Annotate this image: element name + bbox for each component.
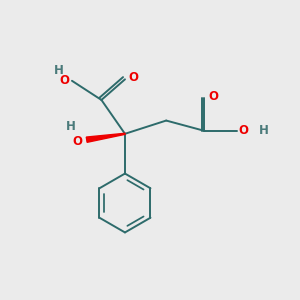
- Text: O: O: [72, 135, 82, 148]
- Polygon shape: [86, 133, 125, 142]
- Text: O: O: [208, 91, 218, 103]
- Text: H: H: [259, 124, 269, 137]
- Text: O: O: [128, 71, 139, 84]
- Text: H: H: [54, 64, 64, 77]
- Text: O: O: [59, 74, 69, 87]
- Text: H: H: [66, 120, 75, 133]
- Text: O: O: [238, 124, 248, 137]
